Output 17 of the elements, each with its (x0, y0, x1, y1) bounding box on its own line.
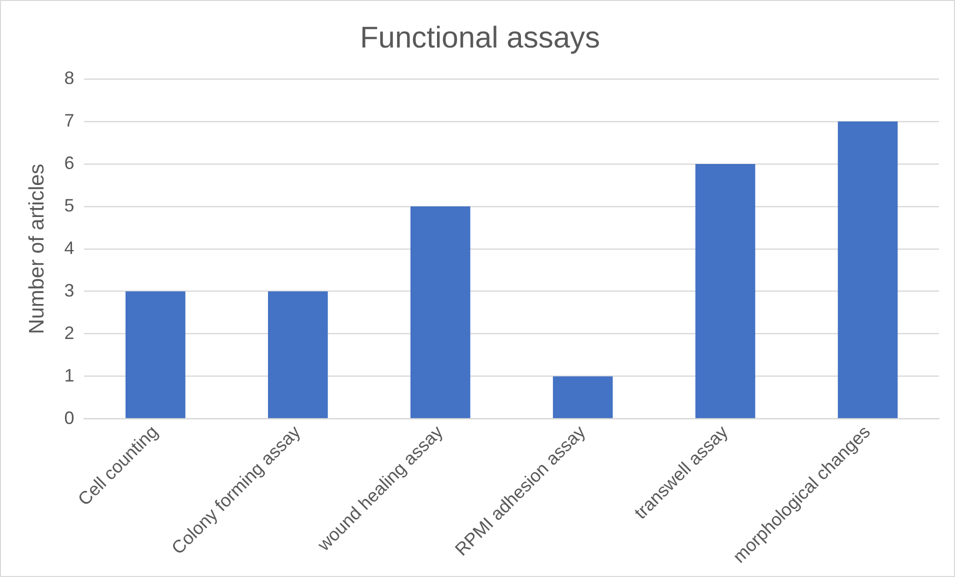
bar (838, 121, 898, 418)
bar (552, 376, 613, 418)
y-tick-label: 7 (64, 110, 74, 130)
y-tick-label: 8 (64, 68, 74, 88)
y-axis-title: Number of articles (25, 164, 48, 334)
y-tick-label: 6 (64, 152, 74, 173)
y-tick-label: 3 (64, 280, 74, 300)
y-tick-label: 1 (64, 365, 74, 386)
bar (126, 291, 186, 418)
chart-title: Functional assays (360, 21, 600, 54)
bar (410, 206, 470, 418)
y-tick-label: 4 (64, 238, 74, 258)
y-tick-label: 0 (64, 408, 74, 428)
y-tick-label: 5 (64, 195, 74, 216)
bar (268, 291, 328, 418)
bar (695, 164, 756, 418)
y-tick-label: 2 (64, 322, 74, 343)
